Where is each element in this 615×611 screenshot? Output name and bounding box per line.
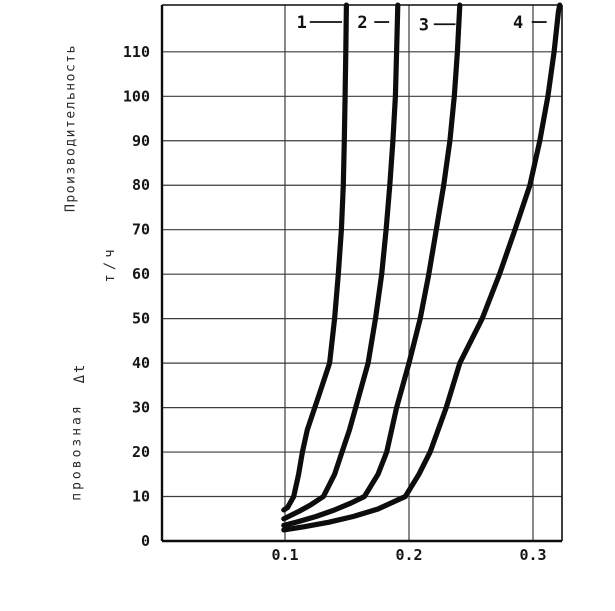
curve-label-2: 2 — [357, 13, 367, 33]
curve-number-labels: 1 2 3 4 — [297, 13, 547, 35]
curve-2 — [281, 2, 401, 522]
svg-text:40: 40 — [132, 354, 150, 372]
curves — [281, 2, 563, 533]
curve-label-4: 4 — [513, 13, 523, 33]
svg-text:20: 20 — [132, 443, 150, 461]
svg-text:0.3: 0.3 — [519, 546, 546, 564]
x-tick-labels: 0.1 0.2 0.3 — [271, 546, 546, 564]
plot-frame — [160, 4, 563, 543]
curve-1 — [281, 2, 349, 513]
grid-lines — [162, 5, 562, 541]
svg-text:70: 70 — [132, 221, 150, 239]
svg-text:0.1: 0.1 — [271, 546, 298, 564]
svg-text:100: 100 — [123, 87, 150, 105]
curve-label-3: 3 — [419, 15, 429, 35]
svg-text:0.2: 0.2 — [395, 546, 422, 564]
svg-text:110: 110 — [123, 43, 150, 61]
svg-text:80: 80 — [132, 176, 150, 194]
curve-4 — [281, 2, 563, 533]
curve-3 — [281, 2, 463, 528]
y-tick-labels: 0 10 20 30 40 50 60 70 80 90 100 110 — [123, 43, 150, 550]
svg-text:60: 60 — [132, 265, 150, 283]
svg-text:90: 90 — [132, 132, 150, 150]
svg-text:30: 30 — [132, 399, 150, 417]
svg-text:0: 0 — [141, 532, 150, 550]
curve-label-1: 1 — [297, 13, 307, 33]
svg-text:10: 10 — [132, 488, 150, 506]
svg-text:50: 50 — [132, 310, 150, 328]
